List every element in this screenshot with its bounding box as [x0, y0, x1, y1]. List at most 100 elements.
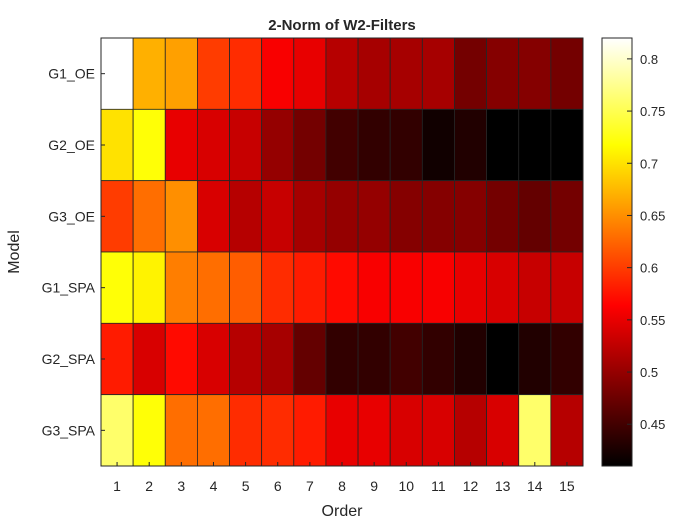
- colorbar-tick-label: 0.55: [640, 313, 665, 328]
- heatmap-cell: [550, 180, 584, 253]
- x-tick-label: 9: [370, 478, 378, 494]
- x-tick-label: 4: [210, 478, 218, 494]
- x-tick-label: 12: [463, 478, 479, 494]
- heatmap-cell: [196, 37, 230, 110]
- y-tick-label: G2_SPA: [42, 351, 96, 367]
- heatmap-cell: [229, 108, 263, 182]
- heatmap-cell: [261, 37, 295, 110]
- heatmap-cell: [196, 251, 230, 324]
- x-tick-label: 5: [242, 478, 250, 494]
- heatmap-cell: [293, 37, 327, 110]
- heatmap-cell: [164, 37, 198, 110]
- heatmap-cell: [261, 180, 295, 253]
- heatmap-cell: [421, 322, 455, 396]
- heatmap-cell: [486, 394, 520, 467]
- x-tick-label: 13: [495, 478, 511, 494]
- heatmap-cell: [196, 394, 230, 467]
- heatmap-cell: [518, 180, 552, 253]
- x-tick-label: 8: [338, 478, 346, 494]
- heatmap-cell: [421, 251, 455, 324]
- chart-title: 2-Norm of W2-Filters: [268, 17, 416, 34]
- heatmap-cell: [389, 37, 423, 110]
- heatmap-cell: [486, 251, 520, 324]
- heatmap-cell: [325, 108, 359, 182]
- heatmap-cell: [100, 37, 134, 110]
- heatmap-cell: [325, 180, 359, 253]
- heatmap-cell: [164, 322, 198, 396]
- heatmap-cell: [389, 251, 423, 324]
- y-tick-label: G2_OE: [48, 137, 95, 153]
- heatmap-cell: [454, 251, 488, 324]
- heatmap-cell: [421, 37, 455, 110]
- x-tick-label: 11: [431, 478, 446, 494]
- x-tick-label: 2: [145, 478, 153, 494]
- heatmap-cell: [486, 322, 520, 396]
- heatmap-cell: [196, 180, 230, 253]
- heatmap-cell: [293, 180, 327, 253]
- x-tick-label: 14: [527, 478, 543, 494]
- x-tick-label: 6: [274, 478, 282, 494]
- heatmap-cell: [132, 394, 166, 467]
- heatmap-cell: [421, 394, 455, 467]
- heatmap-cell: [550, 394, 584, 467]
- heatmap-cell: [389, 180, 423, 253]
- heatmap-cell: [454, 180, 488, 253]
- heatmap-cell: [518, 251, 552, 324]
- heatmap-cell: [293, 251, 327, 324]
- x-tick-label: 7: [306, 478, 314, 494]
- heatmap-cell: [550, 108, 584, 182]
- colorbar-tick-label: 0.5: [640, 365, 658, 380]
- heatmap-cell: [421, 180, 455, 253]
- heatmap-cell: [164, 180, 198, 253]
- heatmap-cell: [293, 322, 327, 396]
- heatmap-cell: [357, 251, 391, 324]
- heatmap-cell: [132, 322, 166, 396]
- heatmap-cell: [100, 394, 134, 467]
- heatmap-cell: [389, 394, 423, 467]
- heatmap-cell: [132, 37, 166, 110]
- heatmap-cell: [486, 37, 520, 110]
- y-axis-label: Model: [6, 230, 23, 274]
- heatmap-cell: [293, 108, 327, 182]
- heatmap-cell: [229, 251, 263, 324]
- heatmap-cell: [550, 322, 584, 396]
- heatmap-cell: [229, 180, 263, 253]
- heatmap-cell: [132, 251, 166, 324]
- heatmap-cell: [357, 37, 391, 110]
- heatmap-cell: [357, 322, 391, 396]
- y-tick-label: G3_SPA: [42, 422, 96, 438]
- heatmap-cell: [357, 394, 391, 467]
- heatmap-cell: [229, 37, 263, 110]
- heatmap-cell: [164, 394, 198, 467]
- heatmap-cell: [261, 394, 295, 467]
- heatmap-cell: [325, 394, 359, 467]
- heatmap-cells: [100, 37, 584, 467]
- heatmap-cell: [325, 251, 359, 324]
- heatmap-cell: [454, 108, 488, 182]
- heatmap-cell: [389, 108, 423, 182]
- heatmap-cell: [100, 322, 134, 396]
- y-tick-label: G1_SPA: [42, 280, 96, 296]
- colorbar-ticks: 0.45 0.5 0.55 0.6 0.65 0.7 0.75 0.8: [627, 52, 665, 432]
- colorbar: [601, 37, 633, 467]
- heatmap-cell: [486, 180, 520, 253]
- x-tick-label: 1: [113, 478, 121, 494]
- heatmap-cell: [518, 322, 552, 396]
- heatmap-cell: [518, 394, 552, 467]
- heatmap-cell: [229, 322, 263, 396]
- heatmap-cell: [196, 322, 230, 396]
- heatmap-cell: [518, 108, 552, 182]
- colorbar-tick-label: 0.6: [640, 261, 658, 276]
- heatmap-cell: [100, 180, 134, 253]
- heatmap-cell: [261, 251, 295, 324]
- heatmap-cell: [421, 108, 455, 182]
- heatmap-cell: [357, 180, 391, 253]
- heatmap-cell: [261, 108, 295, 182]
- heatmap-cell: [486, 108, 520, 182]
- heatmap-cell: [550, 37, 584, 110]
- y-tick-label: G3_OE: [48, 208, 95, 224]
- x-tick-label: 3: [177, 478, 185, 494]
- heatmap-cell: [164, 251, 198, 324]
- heatmap-cell: [261, 322, 295, 396]
